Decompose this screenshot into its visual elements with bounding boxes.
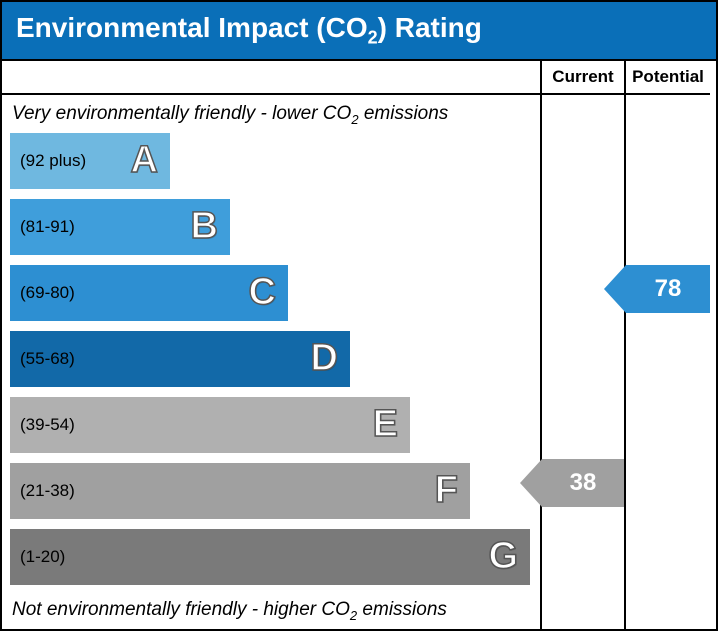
arrow-value: 38 — [542, 459, 624, 507]
band-letter: F — [435, 469, 458, 512]
potential-column: 78 — [626, 95, 710, 629]
rating-band-g: (1-20) G — [10, 529, 530, 585]
band-range: (81-91) — [10, 217, 75, 237]
header-potential: Potential — [626, 61, 710, 95]
title-sub: 2 — [368, 28, 378, 48]
rating-band-e: (39-54) E — [10, 397, 410, 453]
band-letter: D — [311, 337, 338, 380]
chart-title: Environmental Impact (CO2) Rating — [0, 0, 718, 59]
band-range: (69-80) — [10, 283, 75, 303]
band-range: (92 plus) — [10, 151, 86, 171]
arrow-tip-icon — [520, 459, 542, 507]
band-letter: E — [373, 403, 398, 446]
band-range: (39-54) — [10, 415, 75, 435]
arrow-tip-icon — [604, 265, 626, 313]
band-letter: C — [249, 271, 276, 314]
current-column: 38 — [542, 95, 626, 629]
rating-band-d: (55-68) D — [10, 331, 350, 387]
band-range: (1-20) — [10, 547, 65, 567]
rating-band-b: (81-91) B — [10, 199, 230, 255]
potential-arrow: 78 — [626, 265, 710, 313]
arrow-value: 78 — [626, 265, 710, 313]
band-letter: A — [131, 139, 158, 182]
rating-band-f: (21-38) F — [10, 463, 470, 519]
header-current: Current — [542, 61, 626, 95]
bands-column: Very environmentally friendly - lower CO… — [2, 95, 542, 629]
band-letter: B — [191, 205, 218, 248]
chart-grid: Current Potential Very environmentally f… — [0, 59, 718, 631]
band-letter: G — [488, 535, 518, 578]
current-arrow: 38 — [542, 459, 624, 507]
title-suffix: ) Rating — [378, 12, 482, 43]
band-range: (21-38) — [10, 481, 75, 501]
rating-band-a: (92 plus) A — [10, 133, 170, 189]
header-blank — [2, 61, 542, 95]
title-prefix: Environmental Impact (CO — [16, 12, 368, 43]
rating-band-c: (69-80) C — [10, 265, 288, 321]
caption-top: Very environmentally friendly - lower CO… — [12, 103, 448, 127]
epc-rating-chart: Environmental Impact (CO2) Rating Curren… — [0, 0, 718, 619]
band-range: (55-68) — [10, 349, 75, 369]
